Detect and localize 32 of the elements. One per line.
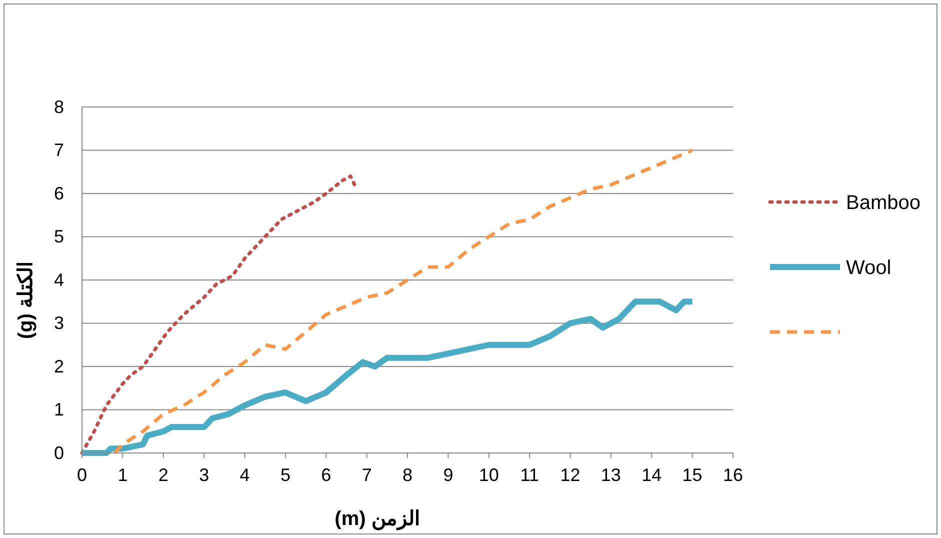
y-tick-label: 1 [54, 400, 64, 420]
x-axis-title: الزمن (m) [334, 508, 420, 531]
y-tick-label: 2 [54, 356, 64, 376]
y-tick-label: 5 [54, 226, 64, 247]
x-tick-label: 4 [240, 464, 250, 485]
x-tick-label: 9 [443, 464, 454, 485]
x-tick-label: 7 [362, 464, 372, 485]
legend-label: Wool [846, 257, 892, 279]
y-tick-label: 3 [54, 313, 64, 334]
line-series [112, 148, 694, 455]
x-tick-label: 5 [280, 464, 290, 485]
y-tick-label: 8 [54, 96, 64, 117]
x-tick-label: 3 [199, 464, 210, 485]
y-tick-label: 4 [54, 270, 64, 290]
y-tick-label: 6 [54, 183, 64, 204]
x-tick-label: 15 [682, 464, 702, 485]
y-tick-label: 7 [54, 140, 64, 160]
y-tick-label: 0 [54, 442, 64, 463]
x-tick-label: 16 [722, 464, 744, 485]
x-tick-label: 2 [158, 464, 168, 485]
x-tick-label: 6 [321, 464, 332, 485]
line-series [80, 174, 356, 455]
x-tick-label: 1 [118, 464, 128, 485]
x-tick-label: 12 [560, 464, 580, 485]
x-tick-label: 8 [402, 464, 413, 485]
x-tick-label: 0 [76, 464, 88, 485]
x-tick-label: 11 [520, 464, 539, 485]
x-tick-label: 14 [642, 464, 662, 485]
x-tick-label: 13 [600, 464, 621, 485]
y-axis-title: الكتلة (g) [15, 260, 37, 340]
x-tick-label: 10 [478, 464, 499, 485]
legend-label: Bamboo [846, 192, 920, 214]
